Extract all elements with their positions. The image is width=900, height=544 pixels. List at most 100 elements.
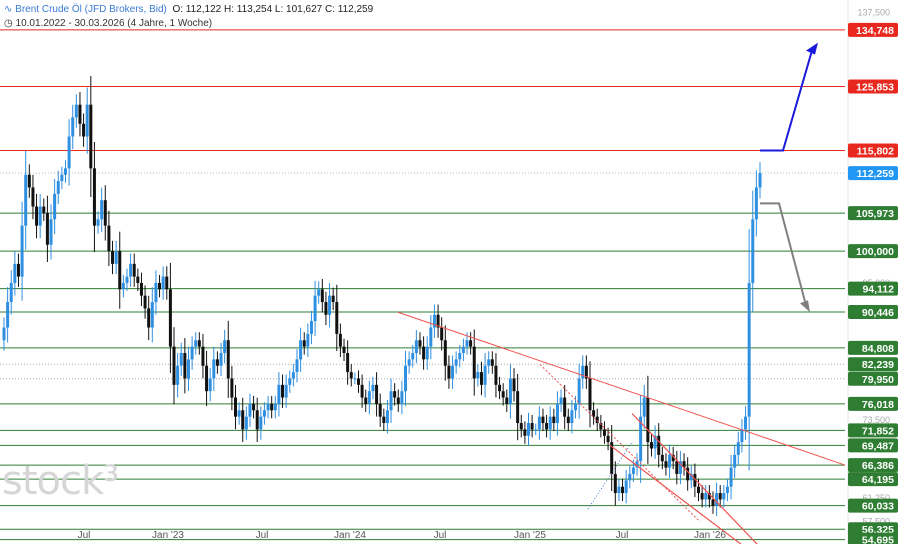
candle-body	[136, 276, 140, 283]
candle-body	[338, 333, 342, 347]
candle-body	[693, 473, 697, 487]
candle-body	[13, 263, 17, 283]
candle-body	[100, 200, 104, 220]
candle-body	[599, 423, 603, 430]
arrow-head-up	[806, 42, 818, 55]
candle-body	[291, 372, 295, 379]
x-tick-label: Jul	[434, 530, 447, 541]
level-tag	[848, 281, 898, 296]
candle-body	[103, 200, 107, 226]
candle-body	[715, 493, 719, 506]
watermark-logo: stock³	[2, 458, 119, 504]
candle-body	[414, 340, 418, 353]
candle-body	[212, 359, 216, 379]
candle-body	[342, 346, 346, 353]
candle-body	[237, 410, 241, 417]
level-label: 79,950	[862, 374, 894, 386]
candle-body	[161, 276, 165, 290]
candle-body	[671, 454, 675, 462]
candle-body	[722, 493, 726, 500]
candle-body	[429, 327, 433, 347]
candle-body	[733, 454, 737, 468]
candle-body	[689, 473, 693, 481]
candle-body	[299, 340, 303, 360]
candle-body	[711, 499, 715, 506]
level-tag	[848, 206, 898, 221]
candle-body	[574, 403, 578, 411]
candle-body	[179, 352, 183, 366]
candle-body	[396, 397, 400, 404]
candle-body	[154, 282, 158, 303]
candle-body	[729, 467, 733, 487]
y-tick-label: 61,250	[862, 493, 890, 503]
candle-body	[668, 454, 672, 468]
candle-body	[107, 225, 111, 252]
candle-body	[725, 486, 729, 494]
bearish-target-arrow	[760, 202, 807, 306]
level-tag	[848, 423, 898, 438]
candle-body	[118, 251, 122, 290]
candle-body	[360, 384, 364, 398]
candle-body	[487, 359, 491, 366]
candle-body	[244, 416, 248, 430]
candle-body	[281, 384, 285, 398]
candle-body	[56, 181, 60, 194]
candle-body	[400, 391, 404, 404]
candle-body	[682, 461, 686, 468]
candle-body	[27, 174, 31, 188]
candle-body	[270, 403, 274, 411]
candle-body	[697, 486, 701, 494]
level-label: 64,195	[862, 474, 894, 486]
candle-body	[628, 473, 632, 481]
instrument-name: Brent Crude Öl (JFD Brokers, Bid)	[15, 4, 167, 15]
candle-body	[570, 410, 574, 424]
candle-body	[613, 473, 617, 494]
candle-body	[85, 104, 89, 137]
candle-body	[461, 346, 465, 353]
channel-lower-line	[609, 444, 742, 544]
candle-body	[302, 340, 306, 347]
x-tick-label: Jan '26	[694, 530, 726, 541]
candle-body	[751, 219, 755, 283]
arrow-head-down	[800, 300, 810, 313]
candle-body	[96, 219, 100, 226]
candle-body	[259, 416, 263, 430]
candle-body	[74, 104, 78, 118]
candle-body	[411, 352, 415, 360]
x-tick-label: Jan '24	[334, 530, 366, 541]
candle-body	[639, 416, 643, 462]
candle-body	[328, 295, 332, 315]
candle-body	[205, 365, 209, 392]
y-tick-label: 57,500	[862, 517, 890, 527]
candle-body	[63, 168, 67, 175]
candle-body	[624, 480, 628, 494]
candle-body	[273, 403, 277, 411]
level-label: 115,802	[857, 146, 895, 158]
candle-body	[324, 302, 328, 315]
candle-body	[67, 136, 71, 169]
candle-body	[610, 442, 614, 474]
candle-body	[255, 410, 259, 430]
candle-body	[223, 340, 227, 353]
candle-body	[38, 206, 42, 226]
candle-body	[49, 219, 53, 245]
candle-body	[139, 282, 143, 296]
candle-body	[422, 346, 426, 360]
level-tag	[848, 498, 898, 513]
candle-body	[418, 340, 422, 347]
candle-body	[16, 263, 20, 277]
candle-body	[472, 346, 476, 379]
candle-body	[555, 403, 559, 424]
candle-body	[469, 340, 473, 347]
candle-body	[458, 352, 462, 360]
candle-body	[241, 410, 245, 430]
candle-body	[375, 384, 379, 404]
candle-body	[498, 384, 502, 392]
level-label: 76,018	[862, 399, 894, 411]
candle-body	[378, 403, 382, 417]
level-tag	[848, 472, 898, 487]
x-tick-label: Jul	[256, 530, 269, 541]
candle-body	[262, 410, 266, 417]
candle-body	[183, 352, 187, 379]
candle-body	[89, 104, 93, 169]
